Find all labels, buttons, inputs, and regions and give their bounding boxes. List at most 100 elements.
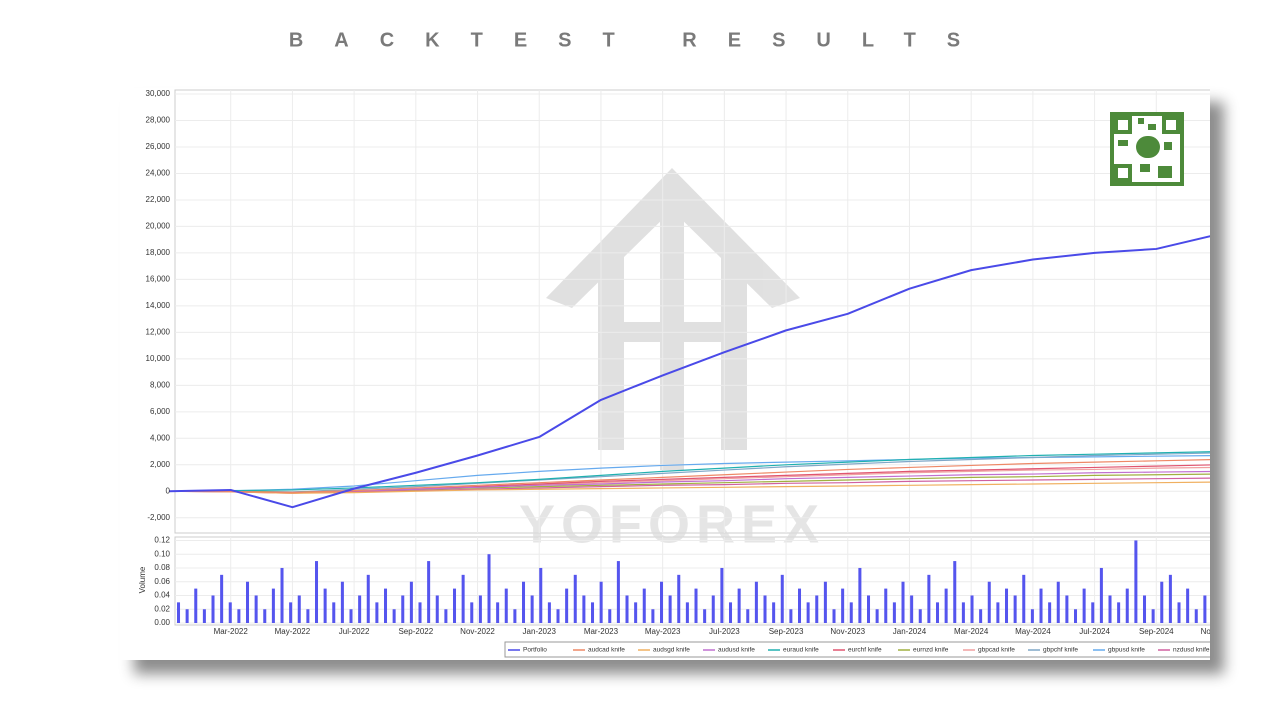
volume-bar <box>504 588 508 623</box>
y-tick-label: 16,000 <box>146 275 171 284</box>
volume-bar <box>340 581 344 623</box>
volume-bar <box>1099 567 1103 623</box>
volume-bar <box>418 602 422 623</box>
volume-bar <box>349 609 353 623</box>
volume-bar <box>513 609 517 623</box>
volume-bar <box>1039 588 1043 623</box>
volume-bar <box>979 609 983 623</box>
x-tick-label: Mar-2022 <box>214 627 249 636</box>
volume-bar <box>547 602 551 623</box>
x-tick-label: Mar-2024 <box>954 627 989 636</box>
volume-bar <box>409 581 413 623</box>
volume-bar <box>944 588 948 623</box>
y-tick-label: 0.02 <box>154 604 170 613</box>
volume-bar <box>323 588 327 623</box>
volume-bar <box>366 574 370 623</box>
volume-bar <box>1091 602 1095 623</box>
volume-bar <box>297 595 301 623</box>
legend-label: Portfolio <box>523 647 547 654</box>
volume-bar <box>1143 595 1147 623</box>
volume-bar <box>401 595 405 623</box>
series-line <box>168 235 1210 509</box>
legend-label: eurchf knife <box>848 647 882 654</box>
volume-bar <box>315 561 319 623</box>
legend-label: gbpchf knife <box>1043 647 1078 654</box>
y-tick-label: 8,000 <box>150 380 171 389</box>
legend-label: audcad knife <box>588 647 625 654</box>
x-tick-label: Jul-2024 <box>1079 627 1110 636</box>
volume-bar <box>185 609 189 623</box>
y-tick-label: 0.08 <box>154 563 170 572</box>
volume-bar <box>599 581 603 623</box>
volume-bar <box>254 595 258 623</box>
legend-label: eurnzd knife <box>913 647 949 654</box>
y-tick-label: 12,000 <box>146 327 171 336</box>
x-tick-label: Nov-2023 <box>830 627 865 636</box>
volume-bar <box>720 567 724 623</box>
volume-bar <box>211 595 215 623</box>
volume-bar <box>953 561 957 623</box>
volume-bar <box>427 561 431 623</box>
y-tick-label: 0 <box>166 486 171 495</box>
volume-bar <box>815 595 819 623</box>
y-tick-label: 6,000 <box>150 407 171 416</box>
legend-label: gbpusd knife <box>1108 647 1145 654</box>
volume-bar <box>1030 609 1034 623</box>
volume-bar <box>470 602 474 623</box>
volume-bar <box>729 602 733 623</box>
legend-label: gbpcad knife <box>978 647 1015 654</box>
volume-bar <box>927 574 931 623</box>
volume-bar <box>573 574 577 623</box>
volume-bar <box>884 588 888 623</box>
volume-bar <box>754 581 758 623</box>
volume-bar <box>746 609 750 623</box>
volume-bar <box>263 609 267 623</box>
volume-bar <box>780 574 784 623</box>
volume-bar <box>910 595 914 623</box>
volume-bar <box>1082 588 1086 623</box>
volume-bar <box>892 602 896 623</box>
volume-bar <box>1160 581 1164 623</box>
volume-bar <box>634 602 638 623</box>
volume-bar <box>737 588 741 623</box>
y-tick-label: 26,000 <box>146 142 171 151</box>
y-tick-label: 24,000 <box>146 169 171 178</box>
y-tick-label: 4,000 <box>150 433 171 442</box>
legend-label: audsgd knife <box>653 647 690 654</box>
main-frame <box>174 89 1210 534</box>
y-tick-label: 30,000 <box>146 89 171 98</box>
volume-bar <box>228 602 232 623</box>
volume-bar <box>444 609 448 623</box>
volume-bar <box>832 609 836 623</box>
volume-bar <box>194 588 198 623</box>
x-tick-label: Jul-2023 <box>709 627 740 636</box>
volume-bar <box>358 595 362 623</box>
volume-bar <box>1125 588 1129 623</box>
volume-bar <box>668 595 672 623</box>
legend-label: euraud knife <box>783 647 819 654</box>
x-tick-label: Sep-2022 <box>398 627 433 636</box>
volume-bar <box>453 588 457 623</box>
volume-bar <box>1168 574 1172 623</box>
volume-bar <box>582 595 586 623</box>
y-tick-label: 0.10 <box>154 549 170 558</box>
volume-bar <box>332 602 336 623</box>
volume-bar <box>1177 602 1181 623</box>
volume-bar <box>487 554 491 623</box>
volume-bar <box>918 609 922 623</box>
volume-bar <box>1022 574 1026 623</box>
volume-bar <box>530 595 534 623</box>
volume-bar <box>875 609 879 623</box>
volume-bar <box>289 602 293 623</box>
volume-bar <box>987 581 991 623</box>
volume-bar <box>496 602 500 623</box>
series-line <box>168 451 1210 492</box>
volume-bar <box>1013 595 1017 623</box>
volume-bar <box>841 588 845 623</box>
volume-bar <box>772 602 776 623</box>
x-tick-label: Nov-2022 <box>460 627 495 636</box>
volume-bar <box>1151 609 1155 623</box>
volume-bar <box>763 595 767 623</box>
volume-bar <box>1134 540 1138 623</box>
